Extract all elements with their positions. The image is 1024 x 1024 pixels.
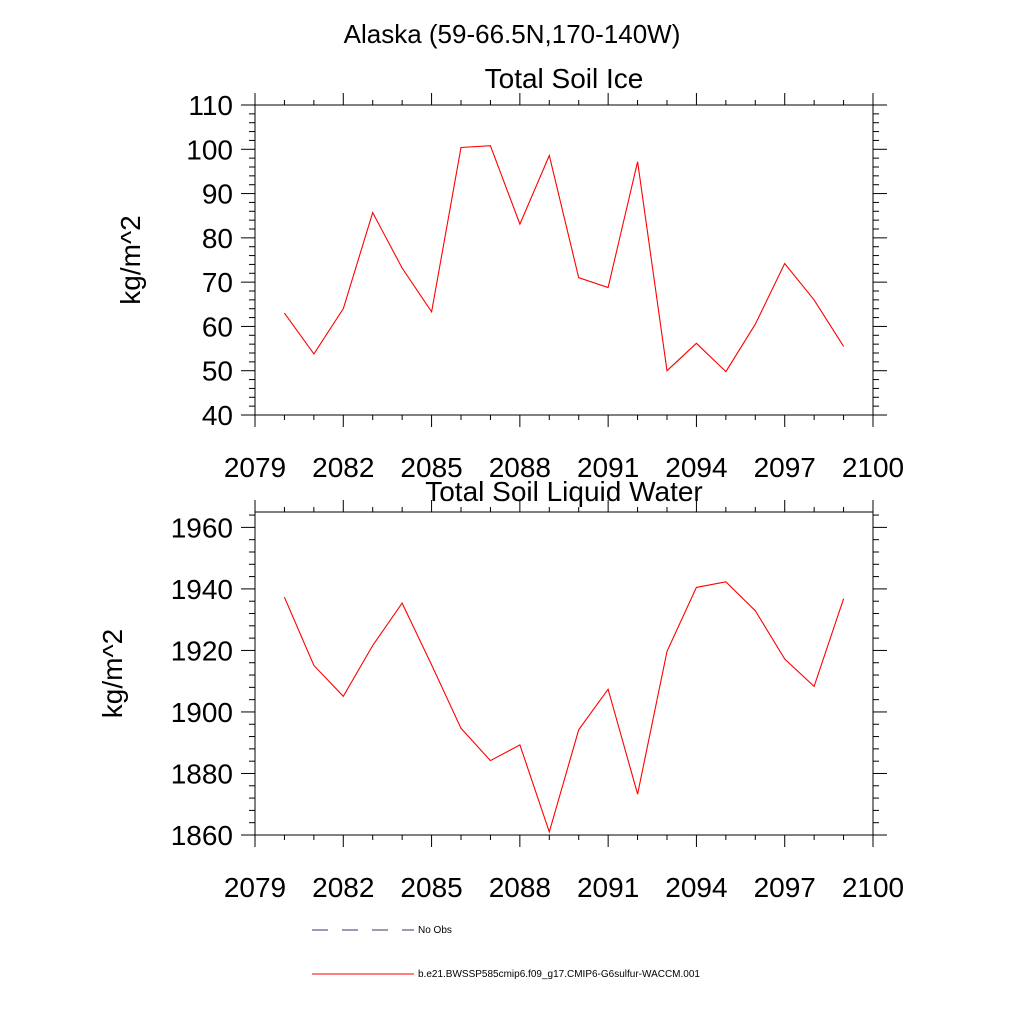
panel-total-soil-liquid-water: Total Soil Liquid Water 2079 2082 2085 2088 2… <box>97 476 904 903</box>
x-tick-label: 2082 <box>312 452 374 483</box>
y-tick-label: 1860 <box>171 820 233 851</box>
panel-total-soil-ice: Total Soil Ice 2079 2082 2085 2088 2091 2094 20… <box>115 63 904 483</box>
x-tick-label: 2094 <box>665 452 727 483</box>
y-tick-label: 1940 <box>171 574 233 605</box>
x-tick-label: 2100 <box>842 452 904 483</box>
x-tick-label: 2091 <box>577 872 639 903</box>
chart-title-soil-liquid-water: Total Soil Liquid Water <box>425 476 703 507</box>
y-tick-label: 1900 <box>171 697 233 728</box>
x-tick-label: 2100 <box>842 872 904 903</box>
x-tick-label: 2097 <box>754 872 816 903</box>
x-tick-label: 2079 <box>224 452 286 483</box>
series-line-soil-liquid-water <box>283 581 845 834</box>
x-tick-label: 2082 <box>312 872 374 903</box>
series-line-soil-ice <box>283 145 845 373</box>
x-tick-label: 2091 <box>577 452 639 483</box>
x-tick-label: 2088 <box>489 452 551 483</box>
y-tick-label: 1880 <box>171 758 233 789</box>
x-tick-label: 2097 <box>754 452 816 483</box>
main-title: Alaska (59-66.5N,170-140W) <box>344 19 681 49</box>
x-tick-label: 2079 <box>224 872 286 903</box>
y-axis-label: kg/m^2 <box>115 215 146 304</box>
x-tick-label: 2088 <box>489 872 551 903</box>
legend-label-model: b.e21.BWSSP585cmip6.f09_g17.CMIP6-G6sulf… <box>418 969 700 980</box>
y-tick-label: 100 <box>186 134 233 165</box>
y-tick-label: 1960 <box>171 512 233 543</box>
y-tick-label: 110 <box>188 90 233 121</box>
y-tick-label: 40 <box>202 400 233 431</box>
y-tick-label: 90 <box>202 179 233 210</box>
y-axis-label: kg/m^2 <box>97 629 128 718</box>
legend: No Obs b.e21.BWSSP585cmip6.f09_g17.CMIP6… <box>312 925 700 980</box>
y-tick-label: 70 <box>202 267 233 298</box>
plot-frame <box>254 511 874 836</box>
y-tick-label: 80 <box>202 223 233 254</box>
chart-title-soil-ice: Total Soil Ice <box>485 63 644 94</box>
y-tick-label: 1920 <box>171 635 233 666</box>
y-tick-label: 50 <box>202 356 233 387</box>
plot-frame <box>254 104 874 416</box>
x-tick-label: 2094 <box>665 872 727 903</box>
y-tick-label: 60 <box>202 311 233 342</box>
legend-label-no-obs: No Obs <box>418 925 452 936</box>
x-tick-label: 2085 <box>400 452 462 483</box>
x-tick-label: 2085 <box>400 872 462 903</box>
